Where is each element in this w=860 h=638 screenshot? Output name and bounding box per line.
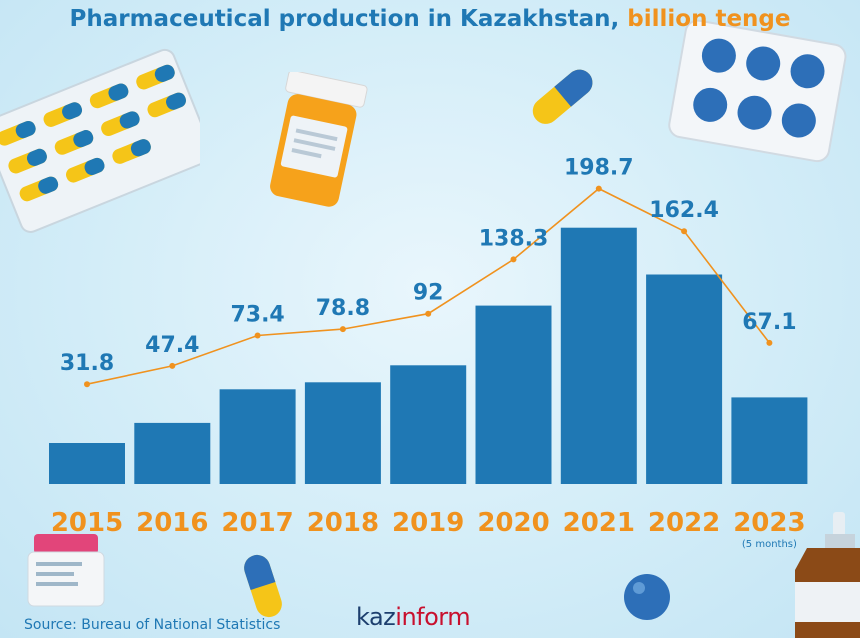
medicine-bottle-icon [270, 72, 368, 207]
tablet-blister-pack-right [668, 19, 847, 163]
point-2019 [425, 310, 432, 317]
bar-2020 [475, 305, 552, 484]
spray-bottle-icon [795, 512, 860, 638]
capsule-icon [532, 69, 593, 124]
x-tick-2017: 2017 [221, 508, 293, 538]
capsule-bottom-icon [244, 554, 282, 618]
point-2017 [254, 332, 261, 339]
point-2022 [681, 228, 688, 235]
x-tick-2016: 2016 [136, 508, 208, 538]
x-tick-note-2023: (5 months) [742, 539, 797, 550]
value-label-2017: 73.4 [230, 303, 284, 328]
point-2023 [766, 339, 773, 346]
point-2020 [510, 256, 517, 263]
logo-part2: inform [395, 603, 471, 631]
point-2018 [339, 326, 346, 333]
x-tick-2022: 2022 [648, 508, 720, 538]
value-label-2021: 198.7 [564, 156, 634, 181]
value-label-2023: 67.1 [742, 310, 796, 335]
kazinform-logo: kazinform [356, 603, 471, 631]
point-2016 [169, 362, 176, 369]
bar-2021 [560, 227, 637, 484]
x-tick-2021: 2021 [563, 508, 635, 538]
logo-part1: kaz [356, 603, 396, 631]
title-main: Pharmaceutical production in Kazakhstan, [69, 6, 620, 32]
value-label-2019: 92 [413, 281, 444, 306]
point-2021 [595, 185, 602, 192]
bar-2018 [304, 382, 381, 484]
bar-2016 [134, 422, 211, 484]
chart-title: Pharmaceutical production in Kazakhstan,… [0, 6, 860, 32]
x-tick-2023: 2023 [733, 508, 805, 538]
x-tick-2020: 2020 [477, 508, 549, 538]
point-2015 [84, 381, 90, 388]
value-label-2018: 78.8 [316, 296, 370, 321]
x-tick-2019: 2019 [392, 508, 464, 538]
ointment-jar-icon [27, 534, 105, 607]
title-unit: billion tenge [627, 6, 791, 32]
value-label-2020: 138.3 [479, 226, 549, 251]
bar-2022 [646, 274, 723, 484]
bar-2023 [731, 397, 808, 484]
ball-pill-icon [624, 574, 670, 620]
value-label-2015: 31.8 [60, 351, 114, 376]
value-label-2022: 162.4 [649, 198, 719, 223]
x-tick-2015: 2015 [51, 508, 123, 538]
value-label-2016: 47.4 [145, 333, 199, 358]
bar-2017 [219, 389, 296, 484]
source-note: Source: Bureau of National Statistics [24, 617, 281, 633]
pill-blister-pack-left [0, 48, 200, 233]
bar-2015 [49, 443, 125, 484]
bar-2019 [390, 365, 467, 484]
x-tick-2018: 2018 [307, 508, 379, 538]
